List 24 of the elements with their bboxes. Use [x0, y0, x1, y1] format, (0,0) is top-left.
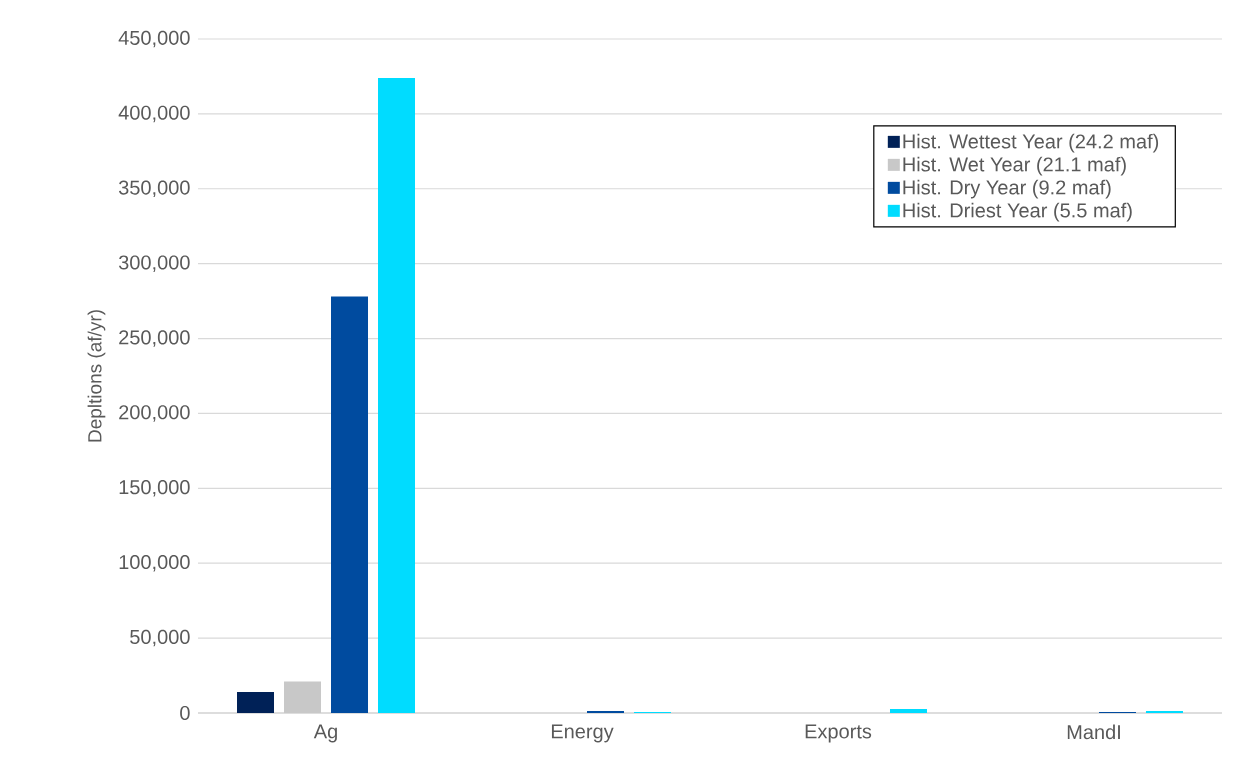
legend-label: Hist. Wettest Year (24.2 maf) [903, 133, 1159, 153]
x-tick-label: MandI [1067, 724, 1120, 740]
y-tick-label: 450,000 [118, 30, 190, 48]
y-tick-label: 0 [180, 705, 190, 721]
legend-label: Hist. Driest Year (5.5 maf) [903, 202, 1132, 222]
x-tick-label: Ag [313, 724, 337, 743]
bar [331, 296, 368, 713]
bar [237, 692, 275, 713]
y-tick-label: 100,000 [119, 554, 190, 572]
legend-label: Hist. Dry Year (9.2 maf) [903, 179, 1111, 199]
y-tick-label: 250,000 [119, 330, 190, 347]
y-tick-label: 400,000 [118, 105, 190, 123]
y-tick-label: 300,000 [118, 255, 190, 272]
bar [889, 708, 927, 713]
y-tick-label: 150,000 [119, 480, 190, 497]
y-tick-label: 200,000 [119, 405, 190, 422]
y-tick-label: 50,000 [130, 629, 190, 647]
legend-label: Hist. Wet Year (21.1 maf) [903, 156, 1126, 176]
x-tick-label: Energy [551, 724, 614, 743]
y-tick-label: 350,000 [118, 180, 190, 198]
bar [284, 681, 322, 713]
bar [378, 77, 416, 713]
y-axis-title: Depltions (af/yr) [87, 310, 106, 442]
x-tick-label: Exports [805, 724, 872, 743]
